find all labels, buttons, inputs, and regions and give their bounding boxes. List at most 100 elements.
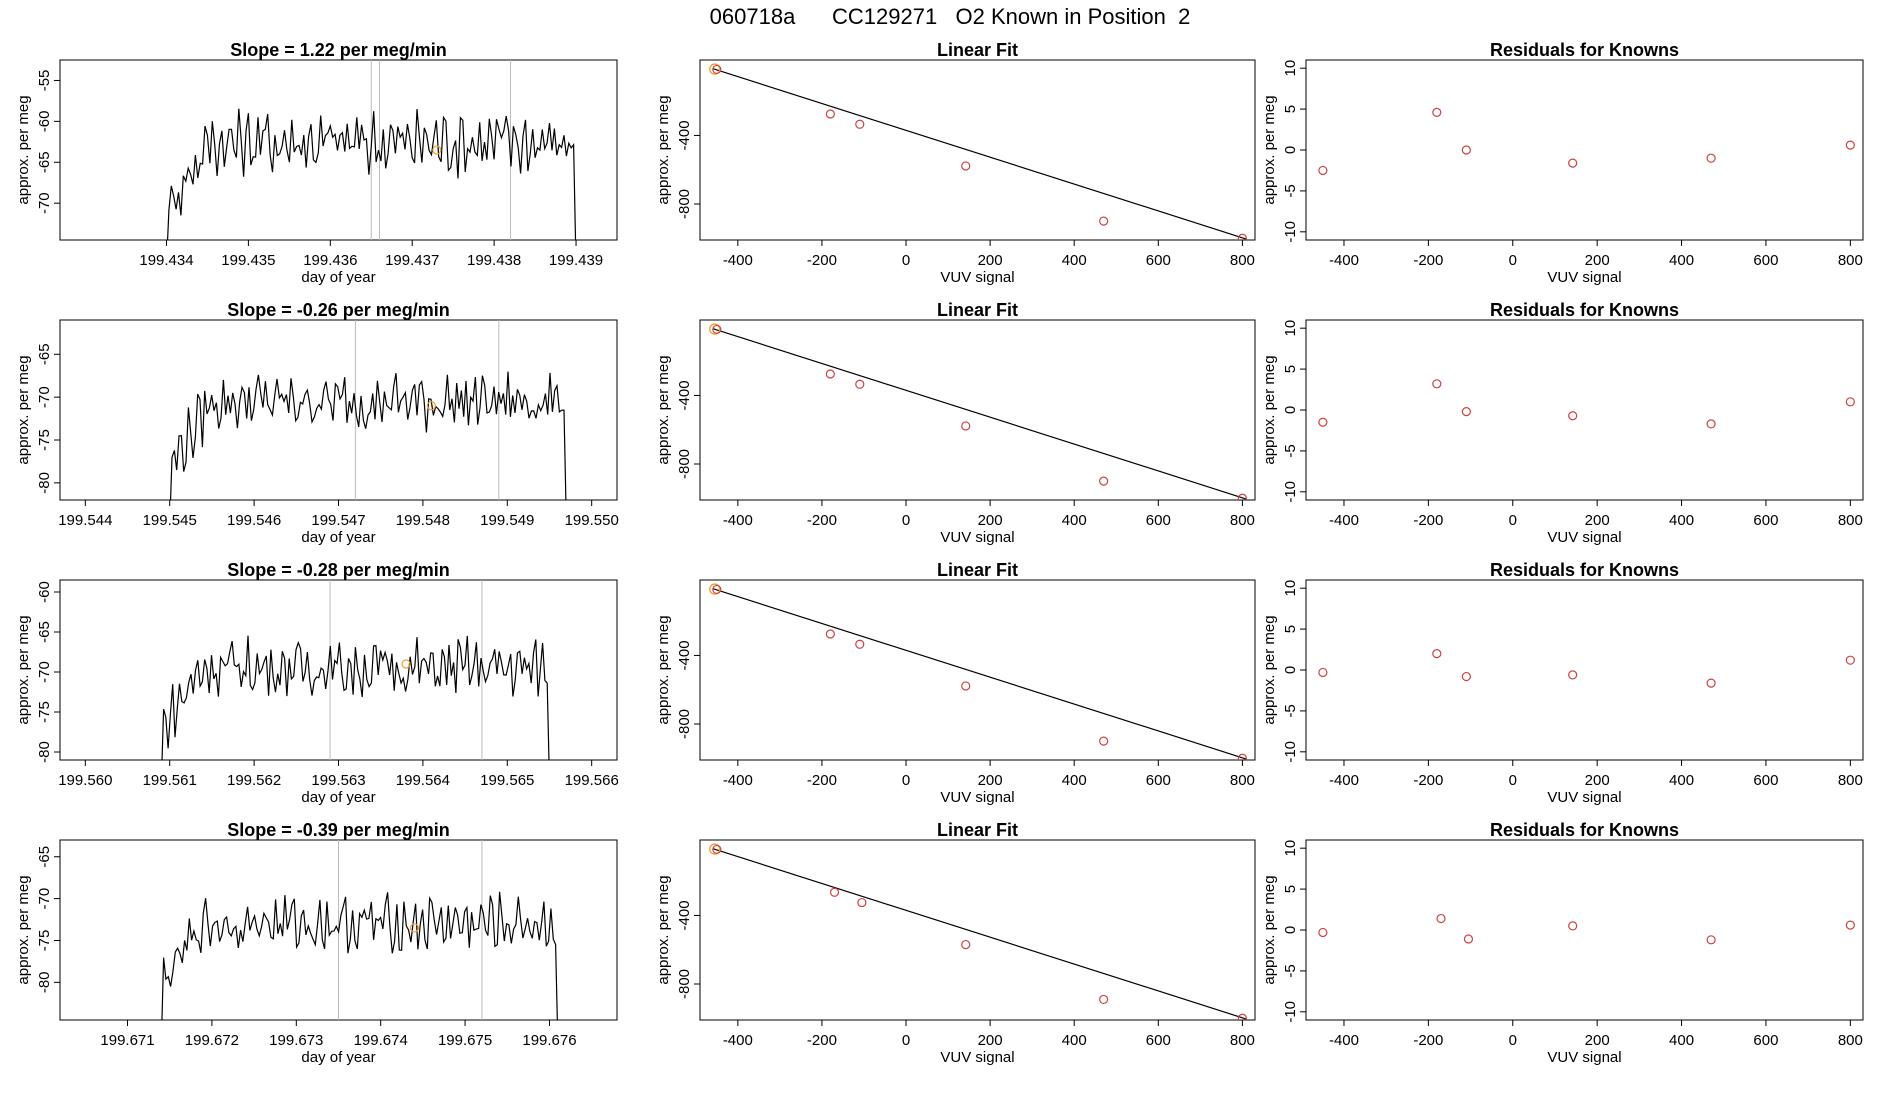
x-tick-label: 200 (1585, 512, 1610, 529)
residual-point (1706, 935, 1716, 945)
y-tick-label: -400 (676, 900, 693, 930)
x-tick-label: 200 (978, 252, 1003, 269)
y-tick-label: -10 (1282, 481, 1299, 503)
x-tick-label: 199.435 (221, 252, 275, 269)
fit-line (712, 327, 1247, 500)
plot-area (1318, 913, 1855, 945)
x-tick-label: 0 (902, 1032, 910, 1049)
x-tick-label: 199.562 (227, 772, 281, 789)
highlight-point (409, 923, 420, 933)
x-tick-label: 199.561 (143, 772, 197, 789)
plot-area (709, 583, 1247, 760)
x-tick-label: 400 (1669, 1032, 1694, 1049)
x-tick-label: 0 (902, 512, 910, 529)
y-tick-label: -80 (36, 472, 53, 494)
x-tick-label: 400 (1062, 252, 1087, 269)
x-tick-label: 199.549 (480, 512, 534, 529)
data-point (961, 939, 971, 950)
x-axis-label: day of year (301, 789, 375, 806)
x-tick-label: 200 (978, 512, 1003, 529)
x-tick-label: -400 (723, 772, 753, 789)
x-tick-label: 800 (1230, 772, 1255, 789)
linear-fit-panel-1: Linear Fit -400 -200 0 200 400 600 800 VUV signa… (655, 40, 1256, 286)
y-axis-label: approx. per meg (15, 875, 32, 984)
plot-area (709, 843, 1247, 1020)
plot-frame (1305, 839, 1864, 1021)
time-series-panel-4: Slope = -0.39 per meg/min 199.671 199.672 1… (15, 820, 618, 1066)
x-tick-label: 200 (978, 1032, 1003, 1049)
data-point (1237, 233, 1247, 240)
residual-point (1845, 140, 1855, 150)
x-tick-label: 200 (978, 772, 1003, 789)
data-point (1099, 736, 1109, 746)
x-tick-label: 600 (1753, 772, 1778, 789)
y-tick-label: -65 (36, 151, 53, 173)
y-axis-label: approx. per meg (15, 95, 32, 204)
data-point (825, 629, 835, 639)
y-axis-label: approx. per meg (15, 615, 32, 724)
data-point (1237, 1013, 1247, 1020)
x-axis-label: VUV signal (940, 529, 1014, 546)
residuals-panel-3: Residuals for Knowns -400 -200 0 200 400 600 80… (1261, 560, 1864, 806)
x-tick-label: 0 (1509, 1032, 1517, 1049)
x-tick-label: 199.672 (185, 1032, 239, 1049)
x-tick-label: 800 (1838, 252, 1863, 269)
x-tick-label: 400 (1062, 512, 1087, 529)
x-axis-label: VUV signal (1547, 789, 1621, 806)
residual-point (1461, 145, 1471, 155)
fit-line (712, 587, 1247, 760)
time-series-line (161, 635, 550, 760)
x-tick-label: 199.550 (565, 512, 619, 529)
plot-frame (699, 839, 1256, 1021)
plot-frame (59, 319, 618, 501)
y-axis-label: approx. per meg (1261, 875, 1278, 984)
residual-point (1432, 107, 1442, 117)
x-tick-label: 199.546 (227, 512, 281, 529)
x-tick-label: 199.547 (311, 512, 365, 529)
x-tick-label: -200 (1413, 252, 1443, 269)
y-tick-label: -70 (36, 661, 53, 683)
x-tick-label: 199.548 (396, 512, 450, 529)
data-point (712, 844, 722, 855)
x-tick-label: 199.563 (311, 772, 365, 789)
y-tick-label: -400 (676, 380, 693, 410)
data-point (712, 584, 722, 595)
y-tick-label: -75 (36, 930, 53, 952)
residual-point (1845, 920, 1855, 930)
residual-point (1706, 153, 1716, 163)
y-tick-label: 10 (1282, 320, 1299, 337)
y-tick-label: 10 (1282, 60, 1299, 77)
x-tick-label: 199.436 (303, 252, 357, 269)
x-tick-label: 800 (1230, 512, 1255, 529)
y-axis-label: approx. per meg (1261, 355, 1278, 464)
x-tick-label: 0 (902, 772, 910, 789)
panel-title: Slope = 1.22 per meg/min (230, 40, 447, 60)
x-tick-label: 800 (1230, 1032, 1255, 1049)
y-tick-label: -70 (36, 888, 53, 910)
y-tick-label: -75 (36, 701, 53, 723)
plot-frame (1305, 319, 1864, 501)
y-tick-label: -55 (36, 70, 53, 92)
residuals-panel-2: Residuals for Knowns -400 -200 0 200 400 600 80… (1261, 300, 1864, 546)
x-tick-label: 199.673 (269, 1032, 323, 1049)
x-tick-label: 0 (1509, 772, 1517, 789)
x-tick-label: 199.434 (139, 252, 193, 269)
y-tick-label: -5 (1282, 444, 1299, 457)
y-tick-label: -400 (676, 640, 693, 670)
panel-title: Residuals for Knowns (1490, 820, 1679, 840)
panel-title: Slope = -0.28 per meg/min (227, 560, 450, 580)
x-axis-label: VUV signal (1547, 529, 1621, 546)
fit-line (712, 847, 1247, 1020)
data-point (1099, 476, 1109, 486)
x-tick-label: 199.566 (565, 772, 619, 789)
x-axis-label: VUV signal (1547, 1049, 1621, 1066)
residual-point (1568, 670, 1578, 680)
y-tick-label: -70 (36, 192, 53, 214)
x-tick-label: -400 (1329, 512, 1359, 529)
x-axis-label: day of year (301, 269, 375, 286)
y-tick-label: 5 (1282, 105, 1299, 113)
panel-title: Linear Fit (937, 40, 1018, 60)
figure-title: 060718a CC129271 O2 Known in Position 2 (0, 4, 1900, 30)
y-axis-label: approx. per meg (1261, 95, 1278, 204)
time-series-line (166, 108, 577, 240)
